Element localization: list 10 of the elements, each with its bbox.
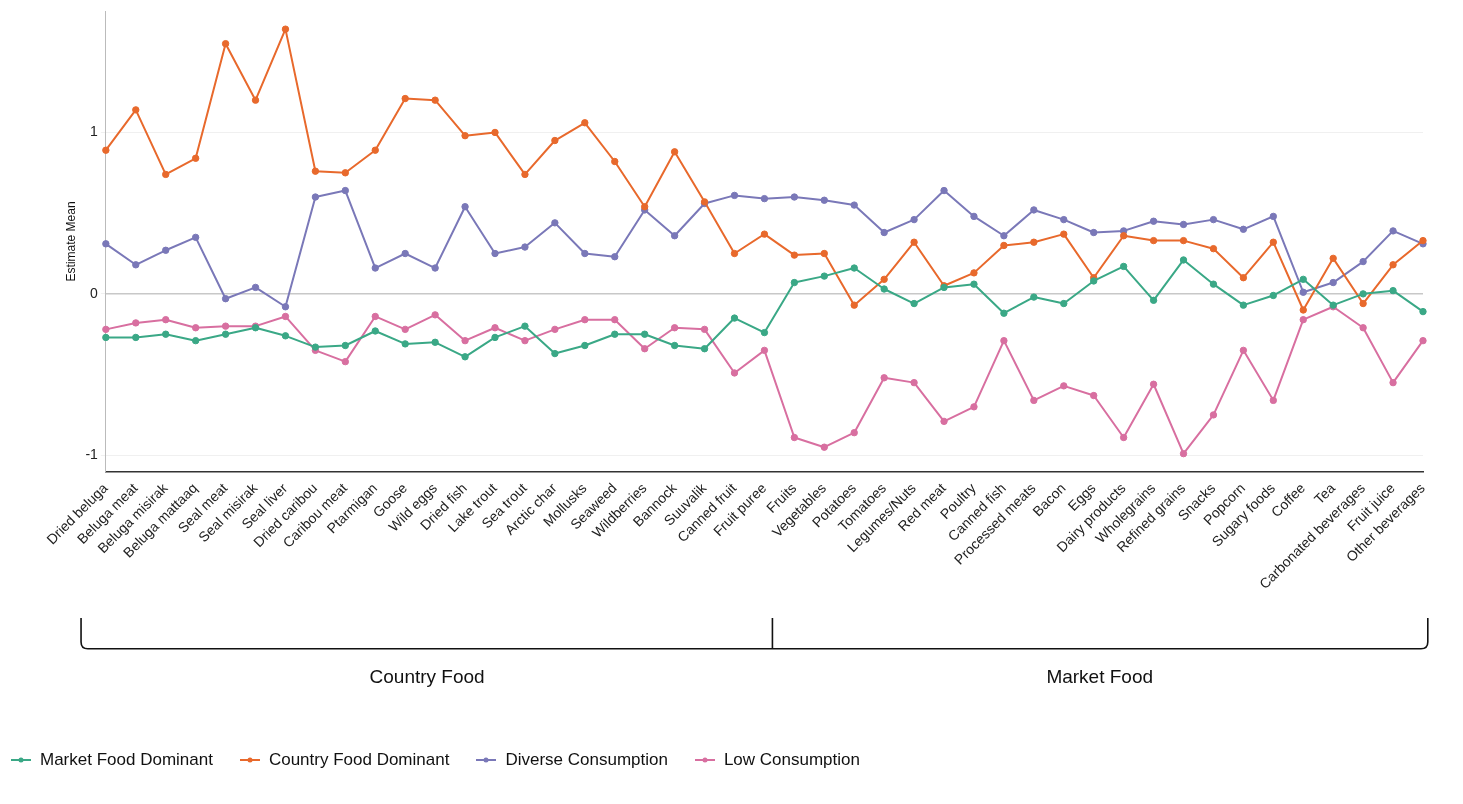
legend-label: Low Consumption [723,750,860,770]
legend-label: Diverse Consumption [505,750,668,770]
legend-label: Market Food Dominant [40,750,213,770]
text: Market Food [1046,666,1154,688]
y-axis-title: Estimate Mean [63,201,78,282]
y-tick-label: -1 [85,446,99,463]
y-tick-label: 0 [90,284,99,301]
y-tick-label: 1 [90,123,99,140]
text: Country Food [369,666,485,688]
legend-label: Country Food Dominant [268,750,450,770]
